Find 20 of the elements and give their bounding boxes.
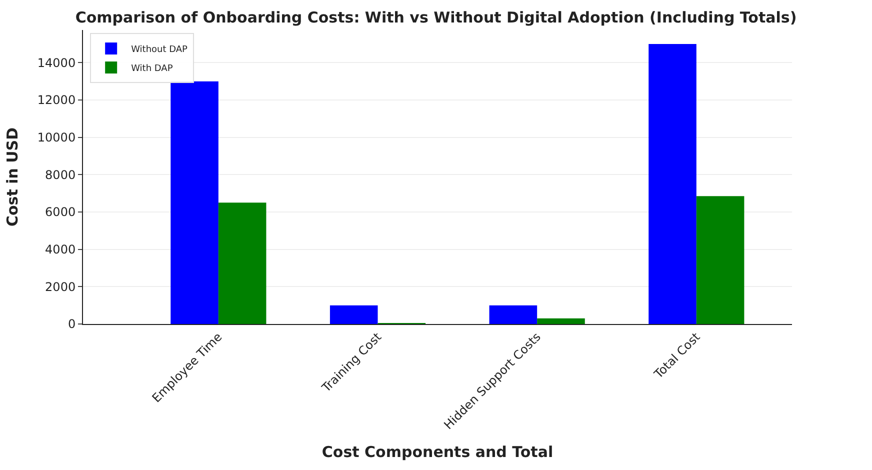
y-tick-label: 2000 [45, 280, 76, 294]
legend-label: Without DAP [131, 44, 188, 55]
bar [489, 305, 538, 324]
bar [537, 318, 585, 324]
y-tick-label: 14000 [37, 56, 76, 70]
bar [696, 196, 744, 324]
y-tick-label: 8000 [45, 168, 76, 182]
y-tick-label: 6000 [45, 205, 76, 220]
y-axis-title: Cost in USD [4, 127, 22, 227]
chart-title: Comparison of Onboarding Costs: With vs Without Digital Adoption (Including Totals) [75, 8, 797, 26]
bar [330, 305, 378, 324]
bar [218, 202, 266, 324]
y-tick-label: 12000 [37, 93, 76, 108]
y-tick-label: 10000 [37, 130, 76, 145]
y-tick-label: 4000 [45, 242, 76, 257]
y-tick-label: 0 [68, 317, 76, 332]
bar [170, 81, 218, 324]
x-axis-title: Cost Components and Total [322, 443, 554, 462]
legend-label: With DAP [131, 64, 174, 74]
bar [648, 44, 696, 324]
